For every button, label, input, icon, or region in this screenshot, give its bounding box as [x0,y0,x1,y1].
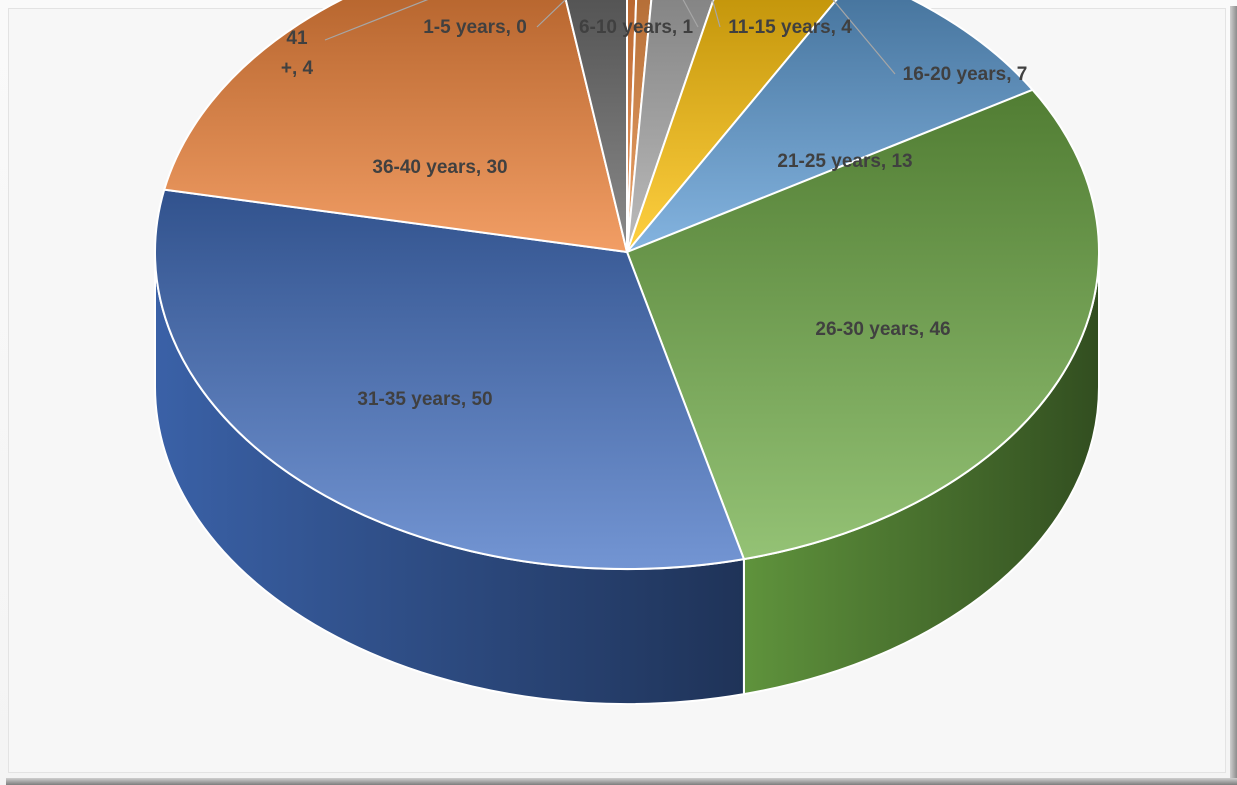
data-label-31-35-years: 31-35 years, 50 [357,389,492,410]
data-label-1-5-years: 1-5 years, 0 [423,17,527,38]
data-label-21-25-years: 21-25 years, 13 [777,151,912,172]
data-label-26-30-years: 26-30 years, 46 [815,319,950,340]
data-label-16-20-years: 16-20 years, 7 [903,64,1028,85]
data-label-11-15-years: 11-15 years, 4 [728,17,852,38]
data-label-36-40-years: 36-40 years, 30 [372,157,507,178]
data-label-6-10-years: 6-10 years, 1 [579,17,694,38]
